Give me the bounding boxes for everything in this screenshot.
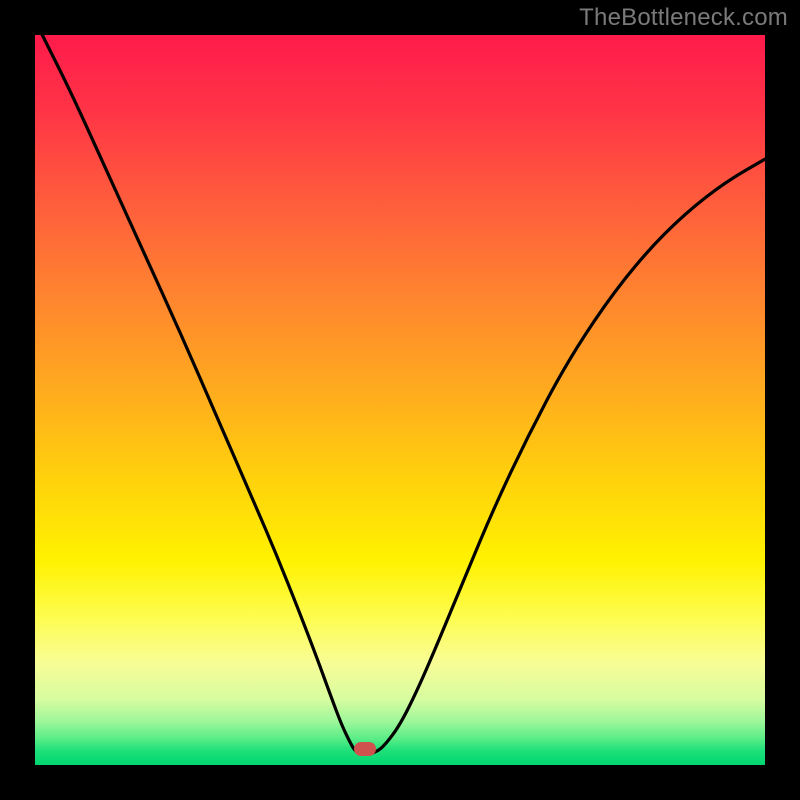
curve-svg (35, 35, 765, 765)
chart-container: TheBottleneck.com (0, 0, 800, 800)
watermark-label: TheBottleneck.com (579, 4, 788, 31)
plot-area (35, 35, 765, 765)
optimal-marker (354, 742, 376, 756)
watermark-text: TheBottleneck.com (579, 4, 788, 32)
bottleneck-curve (42, 35, 765, 754)
